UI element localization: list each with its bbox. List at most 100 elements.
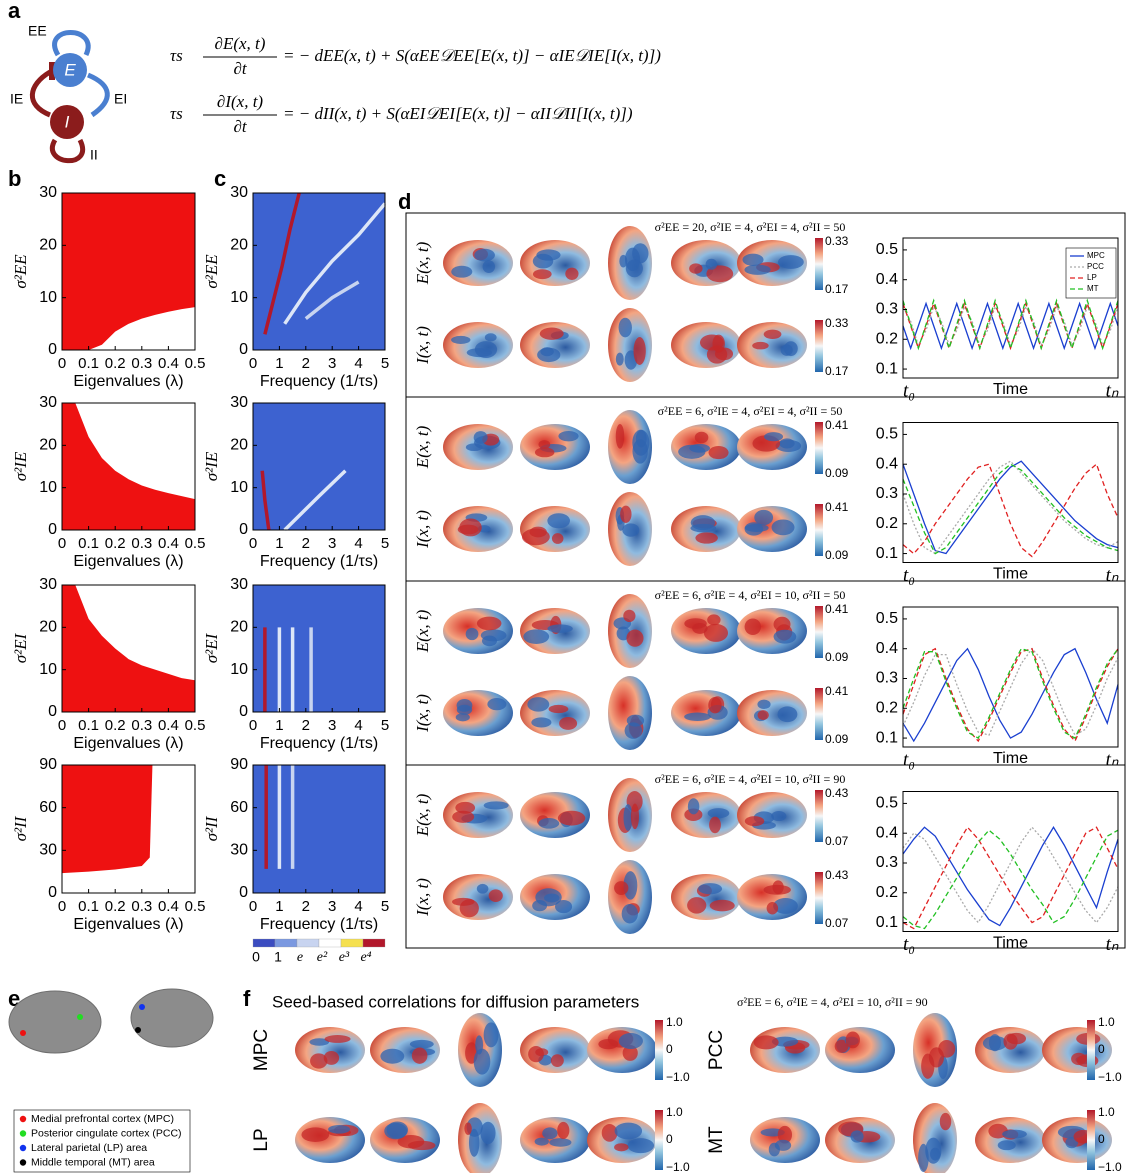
- colorbar-label: 0.41: [825, 684, 849, 698]
- colorbar: [815, 422, 823, 474]
- x-axis-label: Frequency (1/τs): [260, 735, 378, 752]
- x-axis-label: Eigenvalues (λ): [73, 373, 183, 390]
- brain-patch: [480, 1122, 495, 1144]
- x-tick-label: 0.4: [158, 717, 179, 734]
- x-tick-label: 0: [249, 355, 257, 372]
- legend-label: Medial prefrontal cortex (MPC): [31, 1113, 174, 1125]
- y-tick-label: 0.2: [876, 884, 898, 901]
- colorbar-label: 0.17: [825, 282, 849, 296]
- brain: [737, 608, 807, 654]
- colorbar-label: −1.0: [666, 1070, 690, 1084]
- brain-patch: [771, 811, 786, 821]
- brain-patch: [689, 263, 702, 273]
- x-axis-label: Eigenvalues (λ): [73, 735, 183, 752]
- brain: [443, 322, 513, 368]
- legend-label: Lateral parietal (LP) area: [31, 1142, 147, 1154]
- brain-patch: [620, 506, 631, 523]
- plot-frame: [903, 792, 1118, 932]
- brain-patch: [918, 1144, 929, 1172]
- y-tick-label: 0.2: [876, 699, 898, 716]
- brain: [608, 492, 652, 566]
- x-axis-label: Time: [993, 750, 1028, 767]
- brain-patch: [456, 713, 470, 721]
- panel-label: c: [214, 166, 226, 191]
- brain-patch: [474, 249, 495, 262]
- circuit-label: II: [90, 147, 98, 163]
- brain: [520, 424, 590, 470]
- brain: [608, 410, 652, 484]
- x-tick-label: 0: [58, 898, 66, 915]
- y-tick-label: 0.4: [876, 271, 898, 288]
- x-tick-label: 0: [249, 535, 257, 552]
- colorbar: [815, 688, 823, 740]
- colorbar: [815, 790, 823, 842]
- x-tick-label: 0: [249, 898, 257, 915]
- brain-shape: [975, 1117, 1045, 1163]
- brain-patch: [626, 630, 643, 647]
- plot-frame: [903, 607, 1118, 747]
- x-tick-label: 0: [58, 355, 66, 372]
- brain-patch: [535, 1138, 549, 1146]
- brain: [750, 1027, 820, 1073]
- y-tick-label: 10: [39, 479, 57, 496]
- brain-patch: [474, 431, 488, 444]
- y-tick-label: 10: [230, 479, 248, 496]
- brain: [671, 424, 741, 470]
- y-tick-label: 0: [239, 703, 248, 720]
- region: [62, 585, 195, 712]
- y-tick-label: 20: [39, 619, 57, 636]
- brain-patch: [622, 523, 639, 536]
- x-tick-label: 3: [328, 717, 336, 734]
- seed-dot: [20, 1030, 26, 1036]
- colorbar: [1087, 1110, 1095, 1170]
- brain-shape: [443, 240, 513, 286]
- brain-patch: [687, 897, 706, 913]
- brain-patch: [698, 883, 722, 894]
- brain-patch: [466, 443, 483, 451]
- colorbar-label: e⁴: [360, 950, 371, 965]
- colorbar-label: 0.09: [825, 650, 849, 664]
- brain-patch: [742, 254, 763, 266]
- circuit-label: E: [64, 60, 76, 79]
- colorbar: [815, 320, 823, 372]
- brain: [608, 594, 652, 668]
- heatmap-background: [253, 585, 385, 712]
- x-tick-label: t₀: [903, 380, 915, 401]
- row-label: I(x, t): [413, 878, 432, 917]
- brain-shape: [608, 676, 652, 750]
- y-axis-label: σ²EI: [202, 632, 221, 663]
- y-tick-label: 30: [230, 842, 248, 859]
- x-tick-label: 3: [328, 535, 336, 552]
- colorbar-label: e: [297, 950, 303, 965]
- y-tick-label: 0: [239, 341, 248, 358]
- brain-patch: [540, 328, 564, 340]
- y-tick-label: 10: [230, 661, 248, 678]
- brain-patch: [619, 255, 627, 268]
- brain: [520, 690, 590, 736]
- x-tick-label: 0.3: [131, 355, 152, 372]
- brain: [737, 874, 807, 920]
- brain-patch: [930, 1148, 940, 1161]
- brain-patch: [451, 266, 472, 278]
- brain-patch: [477, 617, 502, 631]
- brain: [131, 989, 213, 1047]
- brain-shape: [671, 690, 741, 736]
- x-tick-label: 5: [381, 535, 389, 552]
- x-tick-label: 3: [328, 898, 336, 915]
- colorbar: [655, 1110, 663, 1170]
- brain-patch: [622, 904, 638, 923]
- row-label: I(x, t): [413, 510, 432, 549]
- brain-patch: [477, 884, 489, 894]
- colorbar-label: 0.33: [825, 234, 849, 248]
- seed-dot: [135, 1027, 141, 1033]
- brain-patch: [1007, 1033, 1026, 1044]
- heatmap-background: [253, 403, 385, 530]
- x-tick-label: 0.3: [131, 717, 152, 734]
- x-axis-label: Time: [993, 935, 1028, 952]
- brain: [520, 322, 590, 368]
- y-tick-label: 0.5: [876, 795, 898, 812]
- brain-patch: [850, 1130, 863, 1142]
- brain: [671, 506, 741, 552]
- circuit-label: EI: [114, 91, 127, 107]
- brain-patch: [535, 447, 554, 457]
